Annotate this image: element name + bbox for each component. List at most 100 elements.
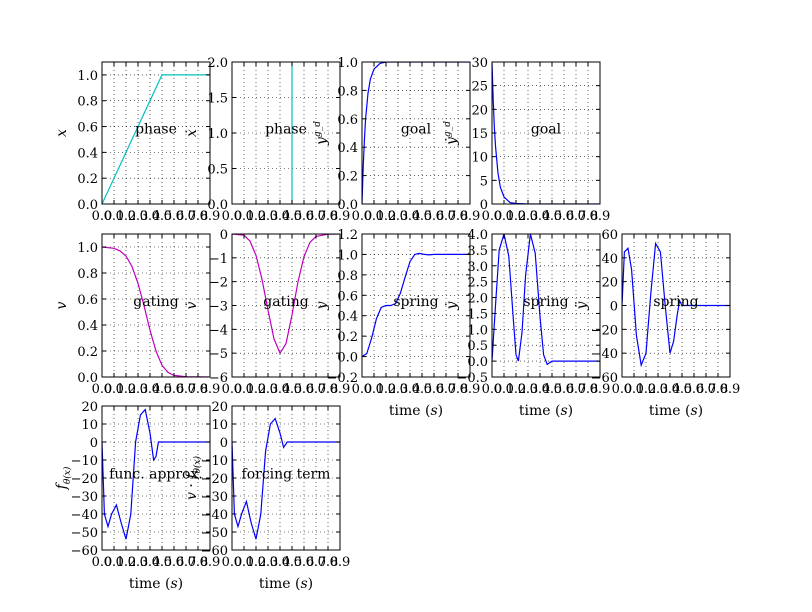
subplot-spring_yd: 0.00.10.20.30.40.50.60.70.80.9−0.50.00.5…: [444, 228, 610, 419]
x-tick-label: 0.5: [542, 382, 563, 397]
x-tick-label: 0.2: [246, 382, 267, 397]
y-tick-label: −40: [201, 508, 228, 523]
x-tick-label: 0.3: [128, 382, 149, 397]
subplot-gating_vd: 0.00.10.20.30.40.50.60.70.80.9−6−5−4−3−2…: [184, 228, 350, 397]
series-line: [362, 252, 470, 358]
x-tick-label: 0.5: [672, 382, 693, 397]
axis-label: ẋ: [184, 129, 200, 137]
y-tick-label: −50: [201, 526, 228, 541]
subplot-goal_yd: 0.00.10.20.30.40.50.60.70.80.90510152025…: [443, 56, 610, 224]
series-line: [102, 246, 210, 377]
x-tick-label: 0.1: [494, 382, 515, 397]
y-tick-label: −60: [71, 544, 98, 559]
y-tick-label: 0.8: [337, 269, 358, 284]
x-tick-label: 0.9: [200, 382, 221, 397]
y-tick-label: 3.0: [467, 260, 488, 275]
x-tick-label: 0.6: [684, 382, 705, 397]
x-tick-label: 0.6: [424, 209, 445, 224]
x-tick-label: 0.3: [128, 209, 149, 224]
x-tick-label: 0.0: [222, 382, 243, 397]
x-axis-label: time (s): [129, 576, 183, 592]
x-tick-label: 0.1: [234, 555, 255, 570]
x-tick-label: 0.9: [330, 209, 351, 224]
x-tick-label: 0.5: [282, 555, 303, 570]
x-tick-label: 0.9: [460, 209, 481, 224]
x-tick-label: 0.2: [246, 555, 267, 570]
axis-label: yg_d: [313, 121, 330, 146]
y-tick-label: 1.0: [77, 241, 98, 256]
x-tick-label: 0.2: [506, 209, 527, 224]
x-tick-label: 0.1: [624, 382, 645, 397]
y-tick-label: 20: [211, 400, 228, 415]
y-tick-label: 25: [471, 80, 488, 95]
x-tick-label: 0.5: [152, 555, 173, 570]
y-tick-label: −2: [209, 276, 228, 291]
x-tick-label: 0.7: [436, 382, 457, 397]
x-tick-label: 0.4: [270, 382, 291, 397]
x-tick-label: 0.9: [590, 382, 611, 397]
x-tick-label: 0.3: [128, 555, 149, 570]
x-tick-label: 0.9: [330, 555, 351, 570]
x-tick-label: 0.7: [566, 209, 587, 224]
x-tick-label: 0.1: [364, 209, 385, 224]
x-tick-label: 0.9: [200, 209, 221, 224]
x-tick-label: 0.6: [164, 209, 185, 224]
x-tick-label: 0.1: [104, 382, 125, 397]
y-tick-label: 0.6: [337, 113, 358, 128]
x-tick-label: 0.4: [270, 209, 291, 224]
x-tick-label: 0.1: [104, 555, 125, 570]
x-tick-label: 0.6: [294, 382, 315, 397]
y-tick-label: 0.5: [467, 339, 488, 354]
y-tick-label: 2.0: [467, 292, 488, 307]
subplot-annotation: forcing term: [242, 467, 331, 483]
x-tick-label: 0.9: [590, 209, 611, 224]
subplot-annotation: spring: [393, 294, 438, 310]
x-tick-label: 0.0: [482, 209, 503, 224]
plot-frame: [491, 233, 601, 378]
y-tick-label: 1.2: [337, 228, 358, 243]
y-tick-label: 3.5: [467, 244, 488, 259]
axis-label: y: [314, 300, 330, 310]
y-tick-label: 0: [220, 436, 228, 451]
x-tick-label: 0.3: [518, 382, 539, 397]
y-tick-label: 15: [471, 127, 488, 142]
y-tick-label: 60: [601, 228, 618, 243]
x-tick-label: 0.8: [188, 209, 209, 224]
x-axis-label: time (s): [649, 403, 703, 419]
axis-label: ẏ: [444, 300, 460, 310]
y-tick-label: −30: [71, 490, 98, 505]
axis-label: ẏg_d: [443, 121, 460, 146]
x-tick-label: 0.8: [318, 382, 339, 397]
x-tick-label: 0.1: [104, 209, 125, 224]
series-line: [622, 241, 730, 368]
x-tick-label: 0.1: [364, 382, 385, 397]
y-tick-label: −60: [201, 544, 228, 559]
x-tick-label: 0.2: [376, 382, 397, 397]
y-tick-label: 0: [480, 198, 488, 213]
x-tick-label: 0.0: [222, 209, 243, 224]
x-tick-label: 0.8: [708, 382, 729, 397]
y-tick-label: 1.5: [207, 92, 228, 107]
y-tick-label: −5: [209, 347, 228, 362]
x-tick-label: 0.3: [648, 382, 669, 397]
x-tick-label: 0.2: [246, 209, 267, 224]
y-tick-label: 0: [90, 436, 98, 451]
y-tick-label: 0.4: [77, 146, 98, 161]
y-tick-label: 0.4: [77, 319, 98, 334]
y-tick-label: −3: [209, 300, 228, 315]
axis-label: v̇: [184, 301, 200, 309]
plot-frame: [361, 233, 471, 378]
x-tick-label: 0.8: [318, 209, 339, 224]
axis-label: v · fθ(x): [184, 456, 203, 500]
x-tick-label: 0.4: [530, 209, 551, 224]
subplot-annotation: func. approx.: [109, 467, 203, 483]
subplot-annotation: spring: [653, 294, 698, 310]
subplot-phase_xd: 0.00.10.20.30.40.50.60.70.80.90.00.51.01…: [184, 56, 350, 224]
y-tick-label: 10: [471, 151, 488, 166]
x-tick-label: 0.7: [306, 382, 327, 397]
subplot-annotation: phase: [265, 122, 307, 138]
y-tick-label: 0: [220, 228, 228, 243]
x-tick-label: 0.4: [660, 382, 681, 397]
x-tick-label: 0.8: [188, 382, 209, 397]
